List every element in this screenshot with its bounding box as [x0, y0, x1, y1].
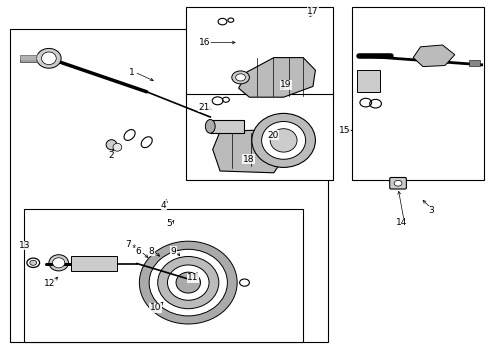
Ellipse shape	[113, 143, 122, 151]
Bar	[10, 29, 327, 342]
Text: 18: 18	[242, 155, 254, 163]
Circle shape	[231, 71, 249, 84]
Text: 16: 16	[198, 38, 210, 47]
Text: 9: 9	[170, 247, 176, 256]
Ellipse shape	[176, 272, 200, 293]
Ellipse shape	[269, 129, 296, 152]
Ellipse shape	[53, 258, 64, 268]
Ellipse shape	[205, 120, 215, 133]
Circle shape	[235, 74, 245, 81]
Text: 5: 5	[165, 220, 171, 229]
Text: 8: 8	[148, 247, 154, 256]
Text: 10: 10	[149, 303, 161, 312]
Text: 17: 17	[306, 7, 318, 16]
Ellipse shape	[149, 249, 227, 316]
Polygon shape	[212, 130, 288, 173]
Bar	[185, 94, 332, 180]
Ellipse shape	[251, 113, 315, 167]
Ellipse shape	[157, 256, 219, 309]
Ellipse shape	[41, 52, 56, 65]
Ellipse shape	[49, 255, 68, 271]
Bar	[24, 209, 303, 342]
Text: 19: 19	[280, 80, 291, 89]
Text: 7: 7	[125, 240, 131, 248]
Text: 3: 3	[427, 206, 433, 215]
Bar	[20, 55, 39, 62]
Bar	[351, 7, 483, 180]
Text: 6: 6	[135, 247, 141, 256]
Bar	[356, 70, 380, 92]
Text: 20: 20	[266, 131, 278, 140]
Text: 21: 21	[198, 103, 210, 112]
Circle shape	[30, 260, 37, 265]
Bar	[468, 60, 479, 66]
Bar	[210, 120, 244, 133]
Text: 11: 11	[187, 274, 199, 282]
Circle shape	[27, 258, 40, 267]
Text: 13: 13	[19, 241, 30, 250]
Bar	[71, 256, 117, 271]
Ellipse shape	[167, 265, 209, 300]
Text: 14: 14	[395, 218, 407, 227]
Text: 4: 4	[161, 201, 166, 210]
Polygon shape	[238, 58, 315, 97]
Text: 15: 15	[338, 126, 350, 135]
Ellipse shape	[37, 49, 61, 68]
FancyBboxPatch shape	[389, 177, 406, 189]
Text: 12: 12	[44, 279, 56, 288]
Ellipse shape	[106, 140, 117, 150]
Polygon shape	[412, 45, 454, 67]
Ellipse shape	[139, 241, 237, 324]
Ellipse shape	[261, 122, 305, 159]
Text: 1: 1	[129, 68, 135, 77]
Bar	[185, 7, 332, 101]
Text: 2: 2	[108, 151, 114, 160]
Circle shape	[393, 180, 401, 186]
